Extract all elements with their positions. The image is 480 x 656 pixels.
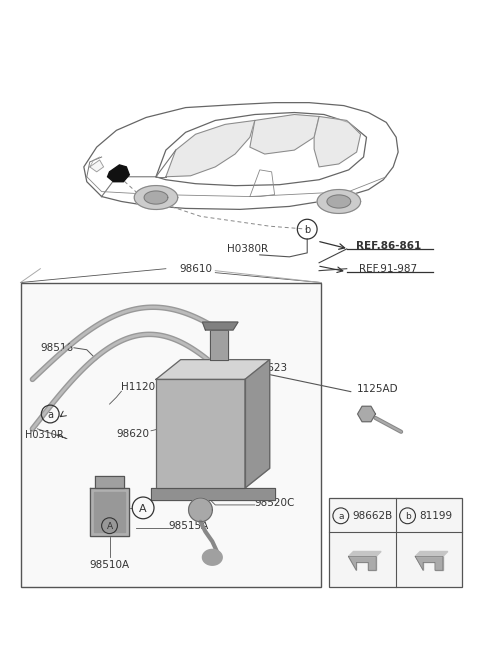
Polygon shape <box>210 330 228 359</box>
Text: H0380R: H0380R <box>228 244 268 254</box>
Text: a: a <box>47 410 53 420</box>
Text: 98515A: 98515A <box>169 521 209 531</box>
Polygon shape <box>166 121 255 176</box>
Text: H1120R: H1120R <box>121 382 163 392</box>
Text: 98662B: 98662B <box>353 511 393 521</box>
Text: A: A <box>107 522 113 531</box>
Text: 98610: 98610 <box>179 264 212 274</box>
Text: H0310R: H0310R <box>24 430 63 440</box>
Polygon shape <box>95 476 124 488</box>
Text: b: b <box>405 512 410 522</box>
Polygon shape <box>90 488 129 535</box>
Polygon shape <box>348 556 376 570</box>
Text: 98620: 98620 <box>116 429 149 439</box>
Polygon shape <box>250 115 319 154</box>
Text: b: b <box>304 225 311 235</box>
Polygon shape <box>327 195 351 208</box>
Polygon shape <box>108 165 129 182</box>
FancyBboxPatch shape <box>329 498 462 587</box>
Polygon shape <box>189 498 212 522</box>
Text: 81199: 81199 <box>420 511 453 521</box>
Text: 98623: 98623 <box>255 363 288 373</box>
Text: A: A <box>139 504 147 514</box>
Polygon shape <box>94 492 125 531</box>
Polygon shape <box>203 322 238 330</box>
Polygon shape <box>156 359 270 379</box>
Polygon shape <box>317 190 360 213</box>
FancyBboxPatch shape <box>21 283 321 587</box>
Polygon shape <box>203 550 222 565</box>
Text: REF.86-861: REF.86-861 <box>356 241 421 251</box>
Text: 98520C: 98520C <box>255 498 295 508</box>
Text: REF.91-987: REF.91-987 <box>359 264 417 274</box>
Text: 1125AD: 1125AD <box>357 384 398 394</box>
Polygon shape <box>415 552 448 556</box>
Polygon shape <box>134 186 178 209</box>
Polygon shape <box>415 556 443 570</box>
FancyBboxPatch shape <box>156 379 245 488</box>
Polygon shape <box>90 160 104 172</box>
Polygon shape <box>245 359 270 488</box>
Polygon shape <box>151 488 275 500</box>
Text: a: a <box>338 512 344 522</box>
Text: 98516: 98516 <box>40 343 73 353</box>
Polygon shape <box>314 117 360 167</box>
Polygon shape <box>348 552 381 556</box>
Polygon shape <box>358 406 375 422</box>
Text: 98510A: 98510A <box>89 560 130 570</box>
Polygon shape <box>144 191 168 204</box>
